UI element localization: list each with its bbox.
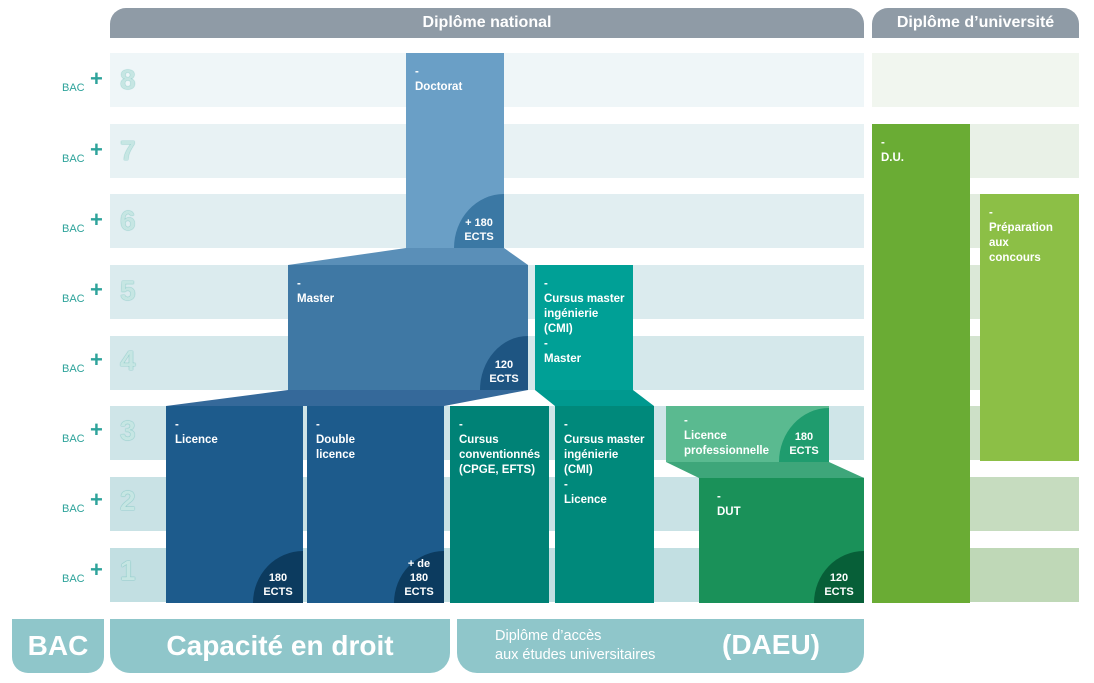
level-label-5: BAC + 5 — [60, 275, 140, 309]
plus-sign: + — [90, 277, 103, 302]
double-licence-label: - Double licence — [316, 419, 355, 461]
footer-daeu-text: Diplôme d’accès aux études universitaire… — [495, 628, 656, 663]
block-cmi-master: - Cursus master ingénierie (CMI) - Maste… — [535, 265, 633, 390]
block-licence: - Licence 180 ECTS — [166, 406, 303, 603]
level-number: 8 — [120, 64, 136, 95]
level-number: 7 — [120, 135, 136, 166]
dut-ects-badge: 120 ECTS — [814, 551, 864, 603]
licence-pro-ects-badge: 180 ECTS — [779, 408, 829, 462]
band-bac8-du — [872, 53, 1079, 107]
bac-text: BAC — [62, 293, 85, 305]
plus-sign: + — [90, 557, 103, 582]
level-label-7: BAC + 7 — [60, 135, 140, 169]
level-label-3: BAC + 3 — [60, 415, 140, 449]
footer-bac-label: BAC — [27, 630, 89, 661]
doctorat-label: - Doctorat — [415, 66, 463, 93]
licence-pro-label: - Licence professionnelle — [684, 415, 769, 457]
plus-sign: + — [90, 417, 103, 442]
master-label: - Master — [297, 278, 335, 305]
footer-bac: BAC — [12, 619, 104, 673]
header-diplome-national: Diplôme national — [110, 8, 864, 38]
block-cmi-licence: - Cursus master ingénierie (CMI) - Licen… — [555, 406, 654, 603]
plus-sign: + — [90, 66, 103, 91]
block-preparation-concours: - Préparation aux concours — [980, 194, 1079, 461]
level-number: 2 — [120, 485, 136, 516]
plus-sign: + — [90, 347, 103, 372]
level-label-1: BAC + 1 — [60, 555, 140, 589]
du-label: - D.U. — [881, 137, 904, 164]
level-label-2: BAC + 2 — [60, 485, 140, 519]
bac-text: BAC — [62, 82, 85, 94]
connector-licpro-dut — [666, 462, 864, 478]
connector-doctorat-master — [288, 248, 528, 265]
preparation-concours-label: - Préparation aux concours — [989, 207, 1053, 264]
block-doctorat: - Doctorat + 180 ECTS — [406, 53, 504, 248]
level-number: 1 — [120, 555, 136, 586]
connector-cmi — [535, 390, 654, 406]
bac-text: BAC — [62, 573, 85, 585]
header-diplome-universite-label: Diplôme d’université — [896, 14, 1055, 31]
cmi-master-label: - Cursus master ingénierie (CMI) - Maste… — [544, 278, 625, 365]
header-diplome-national-label: Diplôme national — [422, 14, 552, 31]
block-licence-professionnelle: - Licence professionnelle 180 ECTS — [666, 406, 829, 462]
level-label-4: BAC + 4 — [60, 345, 140, 379]
bac-text: BAC — [62, 503, 85, 515]
block-master: - Master 120 ECTS — [288, 265, 528, 390]
level-number: 4 — [120, 345, 136, 376]
block-du: - D.U. — [872, 124, 970, 603]
footer-capacite-droit: Capacité en droit — [110, 619, 450, 673]
licence-ects-badge: 180 ECTS — [253, 551, 303, 603]
level-number: 3 — [120, 415, 136, 446]
plus-sign: + — [90, 487, 103, 512]
cmi-licence-label: - Cursus master ingénierie (CMI) - Licen… — [564, 419, 645, 506]
header-diplome-universite: Diplôme d’université — [872, 8, 1079, 38]
bac-text: BAC — [62, 433, 85, 445]
bac-text: BAC — [62, 363, 85, 375]
block-cursus-conventionnes: - Cursus conventionnés (CPGE, EFTS) — [450, 406, 549, 603]
dut-label: - DUT — [717, 491, 741, 518]
level-label-6: BAC + 6 — [60, 205, 140, 239]
plus-sign: + — [90, 207, 103, 232]
master-ects-badge: 120 ECTS — [480, 336, 528, 390]
doctorat-ects-badge: + 180 ECTS — [454, 194, 504, 248]
licence-label: - Licence — [175, 419, 218, 446]
block-dut: - DUT 120 ECTS — [699, 478, 864, 603]
bac-text: BAC — [62, 153, 85, 165]
block-double-licence: - Double licence + de 180 ECTS — [307, 406, 444, 603]
footer-daeu: Diplôme d’accès aux études universitaire… — [457, 619, 864, 673]
level-number: 5 — [120, 275, 136, 306]
bac-text: BAC — [62, 223, 85, 235]
footer-daeu-abbr: (DAEU) — [722, 629, 820, 660]
footer-capacite-label: Capacité en droit — [166, 630, 394, 661]
level-number: 6 — [120, 205, 136, 236]
cursus-conventionnes-label: - Cursus conventionnés (CPGE, EFTS) — [459, 419, 541, 476]
level-label-8: BAC + 8 — [60, 64, 140, 98]
double-licence-ects-badge: + de 180 ECTS — [394, 551, 444, 603]
connector-master-licence — [166, 390, 528, 406]
plus-sign: + — [90, 137, 103, 162]
